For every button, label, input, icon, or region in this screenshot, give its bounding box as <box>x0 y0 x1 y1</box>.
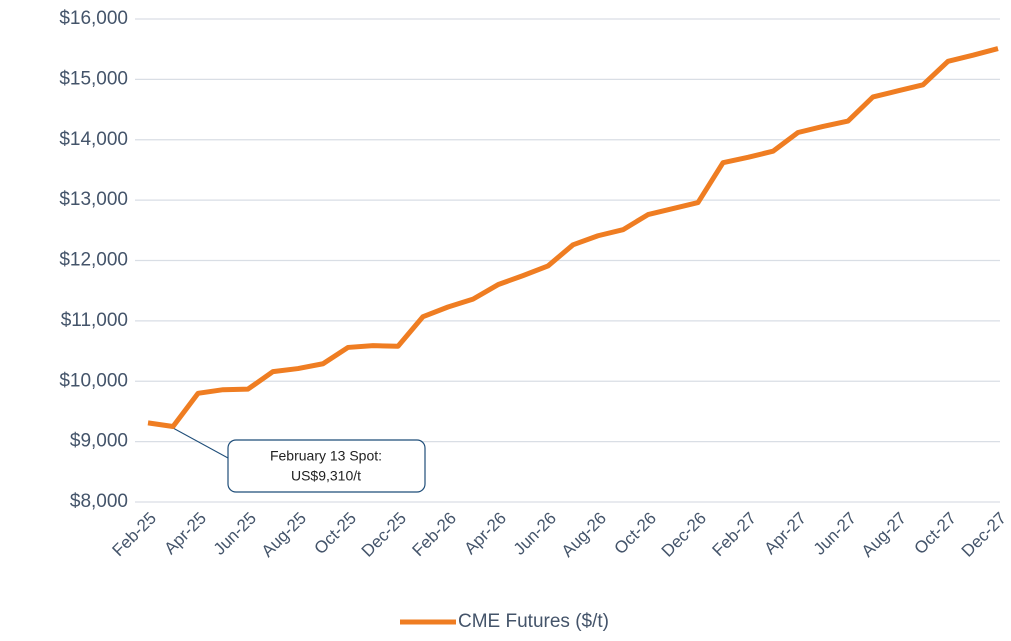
x-tick-label: Feb-26 <box>408 509 460 561</box>
y-tick-label: $10,000 <box>59 370 128 391</box>
x-tick-label: Oct-25 <box>310 509 360 559</box>
x-tick-label: Dec-27 <box>958 509 1010 561</box>
x-tick-label: Aug-25 <box>258 509 310 561</box>
annotation: US$9,310/t <box>291 468 361 484</box>
x-tick-label: Apr-27 <box>760 509 810 559</box>
y-tick-label: $8,000 <box>70 491 128 512</box>
x-tick-label: Dec-25 <box>358 509 410 561</box>
y-tick-label: $16,000 <box>59 8 128 29</box>
x-tick-label: Apr-25 <box>160 509 210 559</box>
x-tick-label: Aug-26 <box>558 509 610 561</box>
x-tick-label: Dec-26 <box>658 509 710 561</box>
y-tick-label: $15,000 <box>59 68 128 89</box>
x-tick-label: Jun-26 <box>510 509 560 559</box>
y-tick-label: $9,000 <box>70 431 128 452</box>
x-tick-label: Oct-26 <box>610 509 660 559</box>
annotation-box <box>227 439 426 493</box>
x-tick-label: Jun-27 <box>810 509 860 559</box>
annotation: February 13 Spot: <box>270 448 382 464</box>
x-tick-label: Aug-27 <box>858 509 910 561</box>
x-tick-label: Apr-26 <box>460 509 510 559</box>
x-tick-label: Feb-27 <box>708 509 760 561</box>
x-tick-label: Oct-27 <box>910 509 960 559</box>
y-tick-label: $13,000 <box>59 189 128 210</box>
annotation-leader <box>172 427 229 459</box>
y-tick-label: $14,000 <box>59 129 128 150</box>
y-tick-label: $12,000 <box>59 250 128 271</box>
y-tick-label: $11,000 <box>61 310 128 331</box>
x-tick-label: Feb-25 <box>108 509 160 561</box>
x-tick-label: Jun-25 <box>210 509 260 559</box>
legend-label: CME Futures ($/t) <box>458 611 609 632</box>
line-series <box>147 46 999 430</box>
